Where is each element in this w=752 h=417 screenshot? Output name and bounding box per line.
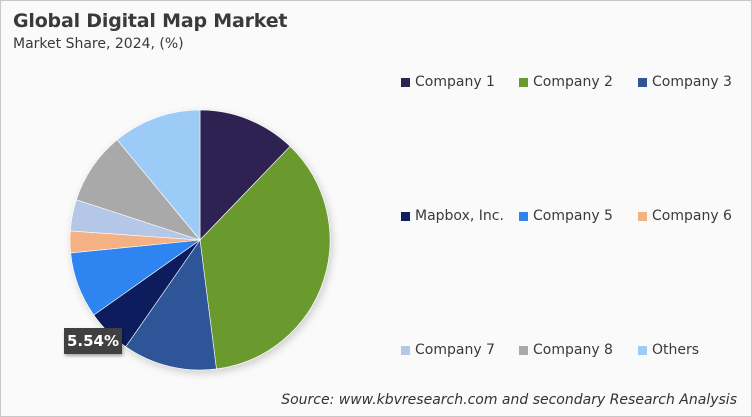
- legend-swatch-icon: [638, 345, 647, 355]
- legend: Company 1 Company 2 Company 3 Mapbox, Inc. C…: [401, 1, 751, 401]
- legend-label: Company 5: [533, 208, 613, 224]
- legend-swatch-icon: [519, 77, 528, 87]
- legend-label: Company 6: [652, 208, 732, 224]
- pie-slice-company-2: [199, 145, 331, 370]
- legend-swatch-icon: [519, 211, 528, 221]
- pie-slice-company-1: [199, 109, 291, 241]
- legend-swatch-icon: [401, 345, 410, 355]
- legend-item-others: Others: [638, 342, 699, 358]
- legend-label: Company 1: [415, 74, 495, 90]
- legend-label: Company 8: [533, 342, 613, 358]
- legend-item-company-1: Company 1: [401, 74, 495, 90]
- legend-item-company-8: Company 8: [519, 342, 613, 358]
- legend-swatch-icon: [638, 77, 647, 87]
- legend-item-company-5: Company 5: [519, 208, 613, 224]
- legend-swatch-icon: [519, 345, 528, 355]
- legend-swatch-icon: [401, 211, 410, 221]
- legend-label: Mapbox, Inc.: [415, 208, 504, 224]
- legend-label: Others: [652, 342, 700, 358]
- legend-item-mapbox-inc: Mapbox, Inc.: [401, 208, 504, 224]
- legend-label: Company 3: [652, 74, 732, 90]
- legend-swatch-icon: [638, 211, 647, 221]
- legend-item-company-6: Company 6: [638, 208, 732, 224]
- legend-item-company-7: Company 7: [401, 342, 495, 358]
- chart-subtitle: Market Share, 2024, (%): [13, 36, 184, 52]
- legend-label: Company 7: [415, 342, 495, 358]
- legend-item-company-2: Company 2: [519, 74, 613, 90]
- chart-title: Global Digital Map Market: [13, 10, 288, 32]
- pie-chart: [69, 109, 331, 371]
- pie-slice-company-3: [125, 239, 217, 371]
- data-label-mapbox: 5.54%: [64, 328, 122, 354]
- source-note: Source: www.kbvresearch.com and secondar…: [281, 392, 737, 408]
- pie-slice-others: [116, 109, 201, 241]
- legend-label: Company 2: [533, 74, 613, 90]
- legend-item-company-3: Company 3: [638, 74, 732, 90]
- legend-swatch-icon: [401, 77, 410, 87]
